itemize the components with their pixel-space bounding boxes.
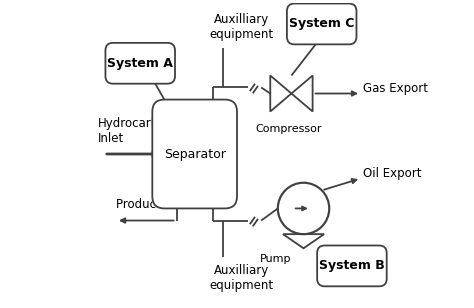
- FancyBboxPatch shape: [152, 99, 237, 209]
- Text: Separator: Separator: [164, 148, 226, 160]
- FancyBboxPatch shape: [317, 245, 387, 286]
- Text: Hydrocarbons
Inlet: Hydrocarbons Inlet: [98, 117, 180, 145]
- Text: System A: System A: [107, 57, 173, 70]
- Text: Auxilliary
equipment: Auxilliary equipment: [210, 13, 273, 41]
- Text: Auxilliary
equipment: Auxilliary equipment: [210, 264, 273, 292]
- Text: Oil Export: Oil Export: [363, 167, 421, 180]
- Text: System B: System B: [319, 259, 385, 272]
- FancyBboxPatch shape: [287, 3, 356, 44]
- Text: Produced water: Produced water: [116, 198, 209, 212]
- FancyBboxPatch shape: [105, 43, 175, 84]
- Text: System C: System C: [289, 18, 355, 30]
- Text: Pump: Pump: [259, 254, 291, 264]
- Text: Compressor: Compressor: [255, 124, 322, 134]
- Text: Gas Export: Gas Export: [363, 83, 428, 95]
